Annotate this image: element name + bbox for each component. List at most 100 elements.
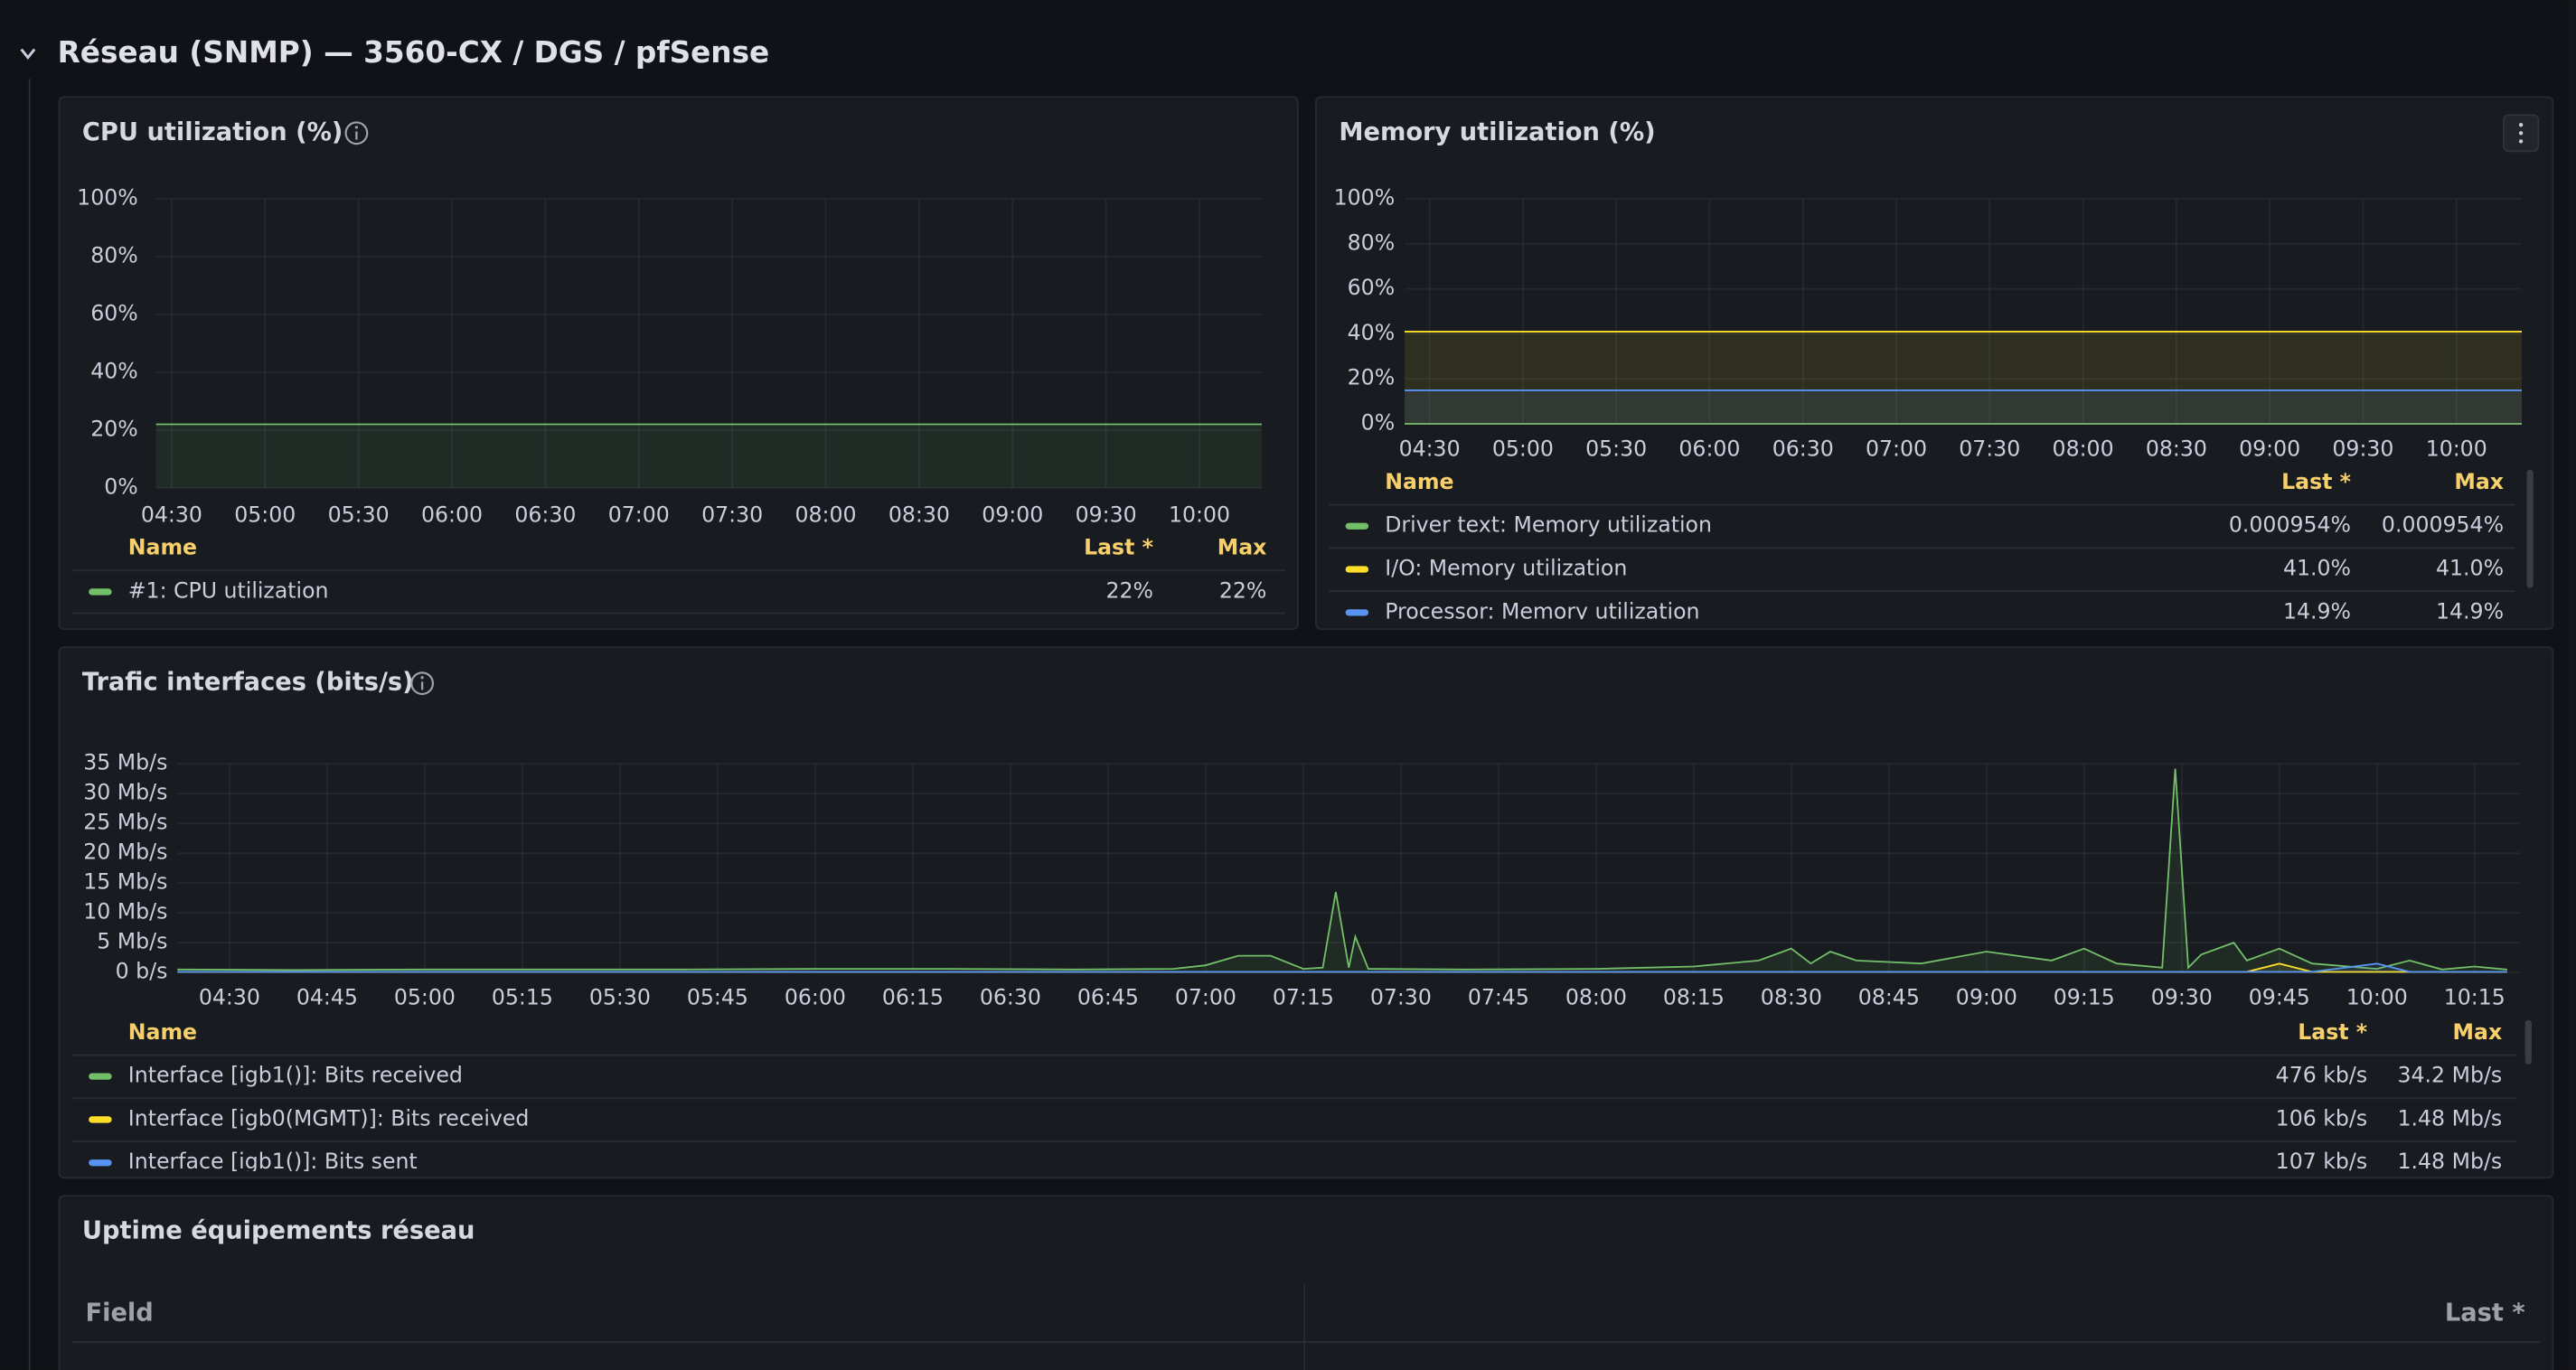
- x-tick-label: 09:15: [2054, 985, 2115, 1010]
- legend-last: 106 kb/s: [2276, 1105, 2367, 1131]
- legend: Name Last * Max Interface [igb1()]: Bits re…: [71, 1019, 2517, 1174]
- legend-name[interactable]: Interface [igb1()]: Bits received: [128, 1063, 463, 1088]
- x-tick-label: 09:00: [2239, 436, 2300, 462]
- legend-name[interactable]: I/O: Memory utilization: [1385, 556, 1627, 581]
- x-tick-label: 10:15: [2444, 985, 2505, 1010]
- x-tick-label: 08:45: [1858, 985, 1920, 1010]
- panel: [58, 1195, 2554, 1370]
- legend-header: Name: [128, 535, 197, 560]
- x-tick-label: 10:00: [2346, 985, 2408, 1010]
- series-area: [1405, 331, 2523, 425]
- y-tick-label: 20 Mb/s: [83, 840, 167, 865]
- x-tick-label: 05:30: [589, 985, 651, 1010]
- x-tick-label: 07:30: [701, 502, 763, 527]
- x-tick-label: 07:30: [1959, 436, 2020, 462]
- table-header[interactable]: Field: [86, 1300, 154, 1328]
- y-tick-label: 60%: [90, 300, 137, 325]
- legend-scrollbar[interactable]: [2524, 1019, 2532, 1065]
- y-tick-label: 20%: [1348, 365, 1395, 390]
- legend-last: 41.0%: [2283, 556, 2351, 581]
- series-area: [1405, 389, 2523, 425]
- x-tick-label: 09:00: [982, 502, 1043, 527]
- panel: [58, 646, 2554, 1179]
- legend-name[interactable]: Interface [igb0(MGMT)]: Bits received: [128, 1105, 530, 1131]
- x-tick-label: 08:00: [1565, 985, 1627, 1010]
- legend-header: Max: [1217, 535, 1267, 560]
- legend-swatch: [1345, 609, 1369, 616]
- x-tick-label: 07:15: [1273, 985, 1334, 1010]
- info-icon[interactable]: [344, 121, 369, 145]
- panel-menu[interactable]: [2503, 114, 2540, 153]
- legend-header: Name: [1385, 469, 1453, 494]
- series-line: [177, 962, 2507, 973]
- x-tick-label: 05:00: [394, 985, 456, 1010]
- panel: [1314, 96, 2554, 631]
- x-tick-label: 06:30: [1772, 436, 1834, 462]
- panel-title: Trafic interfaces (bits/s): [82, 669, 414, 697]
- page-scrollbar[interactable]: [2567, 0, 2576, 1370]
- legend-max: 41.0%: [2436, 556, 2504, 581]
- legend-max: 22%: [1219, 577, 1266, 603]
- x-tick-label: 09:45: [2249, 985, 2310, 1010]
- y-tick-label: 30 Mb/s: [83, 780, 167, 805]
- legend-last: 0.000954%: [2229, 512, 2351, 538]
- x-tick-label: 10:00: [1169, 502, 1230, 527]
- legend-swatch: [89, 1073, 112, 1080]
- y-tick-label: 20%: [90, 416, 137, 441]
- y-tick-label: 100%: [1334, 184, 1396, 210]
- legend-max: 1.48 Mb/s: [2398, 1105, 2503, 1131]
- y-tick-label: 40%: [1348, 320, 1395, 345]
- collapse-chevron[interactable]: [20, 48, 36, 61]
- y-tick-label: 25 Mb/s: [83, 810, 167, 835]
- x-tick-label: 05:30: [1585, 436, 1647, 462]
- x-tick-label: 06:45: [1077, 985, 1139, 1010]
- x-tick-label: 09:00: [1956, 985, 2017, 1010]
- legend-max: 1.48 Mb/s: [2398, 1149, 2503, 1174]
- legend-name[interactable]: Interface [igb1()]: Bits sent: [128, 1149, 418, 1174]
- legend-name[interactable]: #1: CPU utilization: [128, 577, 329, 603]
- legend-scrollbar[interactable]: [2526, 469, 2534, 588]
- y-tick-label: 35 Mb/s: [83, 750, 167, 775]
- legend-max: 0.000954%: [2382, 512, 2504, 538]
- x-tick-label: 04:45: [296, 985, 358, 1010]
- legend-name[interactable]: Processor: Memory utilization: [1385, 598, 1699, 624]
- row-title: Réseau (SNMP) — 3560-CX / DGS / pfSense: [58, 35, 770, 70]
- legend-swatch: [89, 1116, 112, 1123]
- x-tick-label: 05:15: [492, 985, 553, 1010]
- x-tick-label: 04:30: [141, 502, 202, 527]
- y-tick-label: 15 Mb/s: [83, 869, 167, 895]
- legend-name[interactable]: Driver text: Memory utilization: [1385, 512, 1712, 538]
- panel: [58, 96, 1299, 631]
- y-tick-label: 0 b/s: [116, 959, 168, 984]
- x-tick-label: 08:30: [1761, 985, 1822, 1010]
- legend-max: 34.2 Mb/s: [2398, 1063, 2503, 1088]
- y-tick-label: 0%: [1361, 410, 1395, 436]
- x-tick-label: 07:45: [1468, 985, 1529, 1010]
- y-tick-label: 0%: [104, 474, 137, 499]
- x-tick-label: 09:30: [2332, 436, 2393, 462]
- legend-header: Last *: [1084, 535, 1153, 560]
- x-tick-label: 07:00: [1866, 436, 1927, 462]
- legend-swatch: [89, 1159, 112, 1167]
- x-tick-label: 10:00: [2426, 436, 2487, 462]
- y-tick-label: 80%: [90, 242, 137, 267]
- y-tick-label: 100%: [77, 184, 138, 210]
- x-tick-label: 05:45: [687, 985, 748, 1010]
- series-area: [155, 424, 1262, 488]
- legend-header: Max: [2453, 1019, 2503, 1045]
- x-tick-label: 07:00: [1175, 985, 1236, 1010]
- legend-swatch: [89, 588, 112, 596]
- info-icon[interactable]: [410, 671, 435, 696]
- legend-swatch: [1345, 522, 1369, 530]
- x-tick-label: 08:15: [1663, 985, 1725, 1010]
- x-tick-label: 06:00: [785, 985, 846, 1010]
- x-tick-label: 06:30: [980, 985, 1041, 1010]
- x-tick-label: 07:30: [1370, 985, 1432, 1010]
- x-tick-label: 06:30: [514, 502, 576, 527]
- legend: Name Last * Max Driver text: Memory utiliza…: [1329, 469, 2515, 624]
- legend-last: 476 kb/s: [2276, 1063, 2367, 1088]
- x-tick-label: 07:00: [608, 502, 670, 527]
- legend-header: Last *: [2298, 1019, 2367, 1045]
- table-header[interactable]: Last *: [2445, 1300, 2525, 1328]
